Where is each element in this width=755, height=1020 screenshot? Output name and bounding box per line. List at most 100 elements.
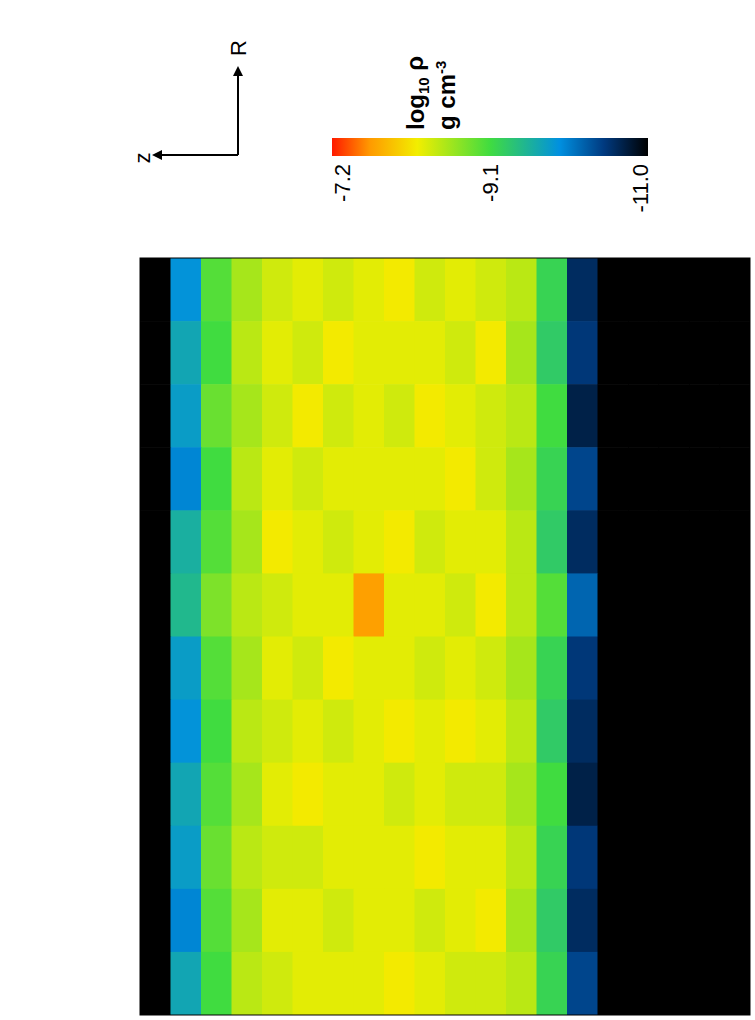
cell (384, 952, 415, 1015)
cell (293, 952, 324, 1015)
cell (201, 889, 232, 953)
cell (171, 384, 202, 448)
cell (323, 258, 354, 322)
cell (659, 258, 690, 322)
cell (476, 637, 507, 701)
cell (476, 384, 507, 448)
cell (628, 510, 659, 574)
cell (506, 510, 537, 574)
cell (415, 952, 446, 1015)
cell (689, 573, 720, 637)
cell (262, 258, 293, 322)
cell (506, 889, 537, 953)
cell (262, 637, 293, 701)
cell (720, 889, 751, 953)
cell (354, 889, 385, 953)
cell (476, 510, 507, 574)
cell (232, 321, 263, 385)
cell (140, 952, 171, 1015)
cell (659, 763, 690, 827)
arrow-line (237, 72, 239, 155)
figure: zR-7.2-9.1-11.0log10 ρg cm-3 (0, 0, 755, 1020)
cell (689, 826, 720, 890)
cell (415, 384, 446, 448)
cell (232, 826, 263, 890)
cell (506, 447, 537, 511)
direction-arrows (152, 66, 243, 160)
cell (262, 321, 293, 385)
cell (659, 952, 690, 1015)
cell (293, 700, 324, 764)
cell (689, 321, 720, 385)
cell (689, 258, 720, 322)
cell (598, 321, 629, 385)
cell (445, 447, 476, 511)
cell (476, 573, 507, 637)
cell (720, 447, 751, 511)
cell (567, 637, 598, 701)
cell (354, 384, 385, 448)
cell (567, 510, 598, 574)
cell (537, 447, 568, 511)
cell (567, 826, 598, 890)
cell (140, 258, 171, 322)
cell (201, 637, 232, 701)
cell (171, 447, 202, 511)
cell (384, 258, 415, 322)
cell (384, 700, 415, 764)
cell (323, 889, 354, 953)
cell (384, 889, 415, 953)
cell (506, 826, 537, 890)
cell (262, 952, 293, 1015)
cell (689, 763, 720, 827)
cell (720, 510, 751, 574)
title-subscript: 10 (415, 77, 432, 94)
cell (415, 573, 446, 637)
cell (445, 889, 476, 953)
cell (567, 258, 598, 322)
cell (293, 573, 324, 637)
cell (140, 700, 171, 764)
cell (598, 889, 629, 953)
cell (628, 637, 659, 701)
cell (384, 384, 415, 448)
cell (323, 826, 354, 890)
cell (598, 700, 629, 764)
cell (567, 321, 598, 385)
cell (537, 952, 568, 1015)
cell (598, 258, 629, 322)
cell (720, 384, 751, 448)
cell (171, 258, 202, 322)
cell (171, 826, 202, 890)
cell (598, 826, 629, 890)
cell (628, 573, 659, 637)
cell (171, 700, 202, 764)
cell (232, 258, 263, 322)
cell (476, 321, 507, 385)
cell (598, 447, 629, 511)
cell (201, 447, 232, 511)
cell (476, 826, 507, 890)
cell (476, 763, 507, 827)
cell (262, 700, 293, 764)
cell (415, 826, 446, 890)
cell (537, 637, 568, 701)
cell (537, 826, 568, 890)
cell (140, 510, 171, 574)
cell (506, 637, 537, 701)
cell (445, 700, 476, 764)
cell (598, 763, 629, 827)
cell (323, 573, 354, 637)
cell (415, 258, 446, 322)
cell (537, 258, 568, 322)
cell (415, 637, 446, 701)
cell (415, 763, 446, 827)
cell (354, 321, 385, 385)
cell (689, 510, 720, 574)
cell (537, 889, 568, 953)
cell (415, 889, 446, 953)
cell (140, 889, 171, 953)
cell (232, 510, 263, 574)
cell (262, 826, 293, 890)
cell (384, 510, 415, 574)
